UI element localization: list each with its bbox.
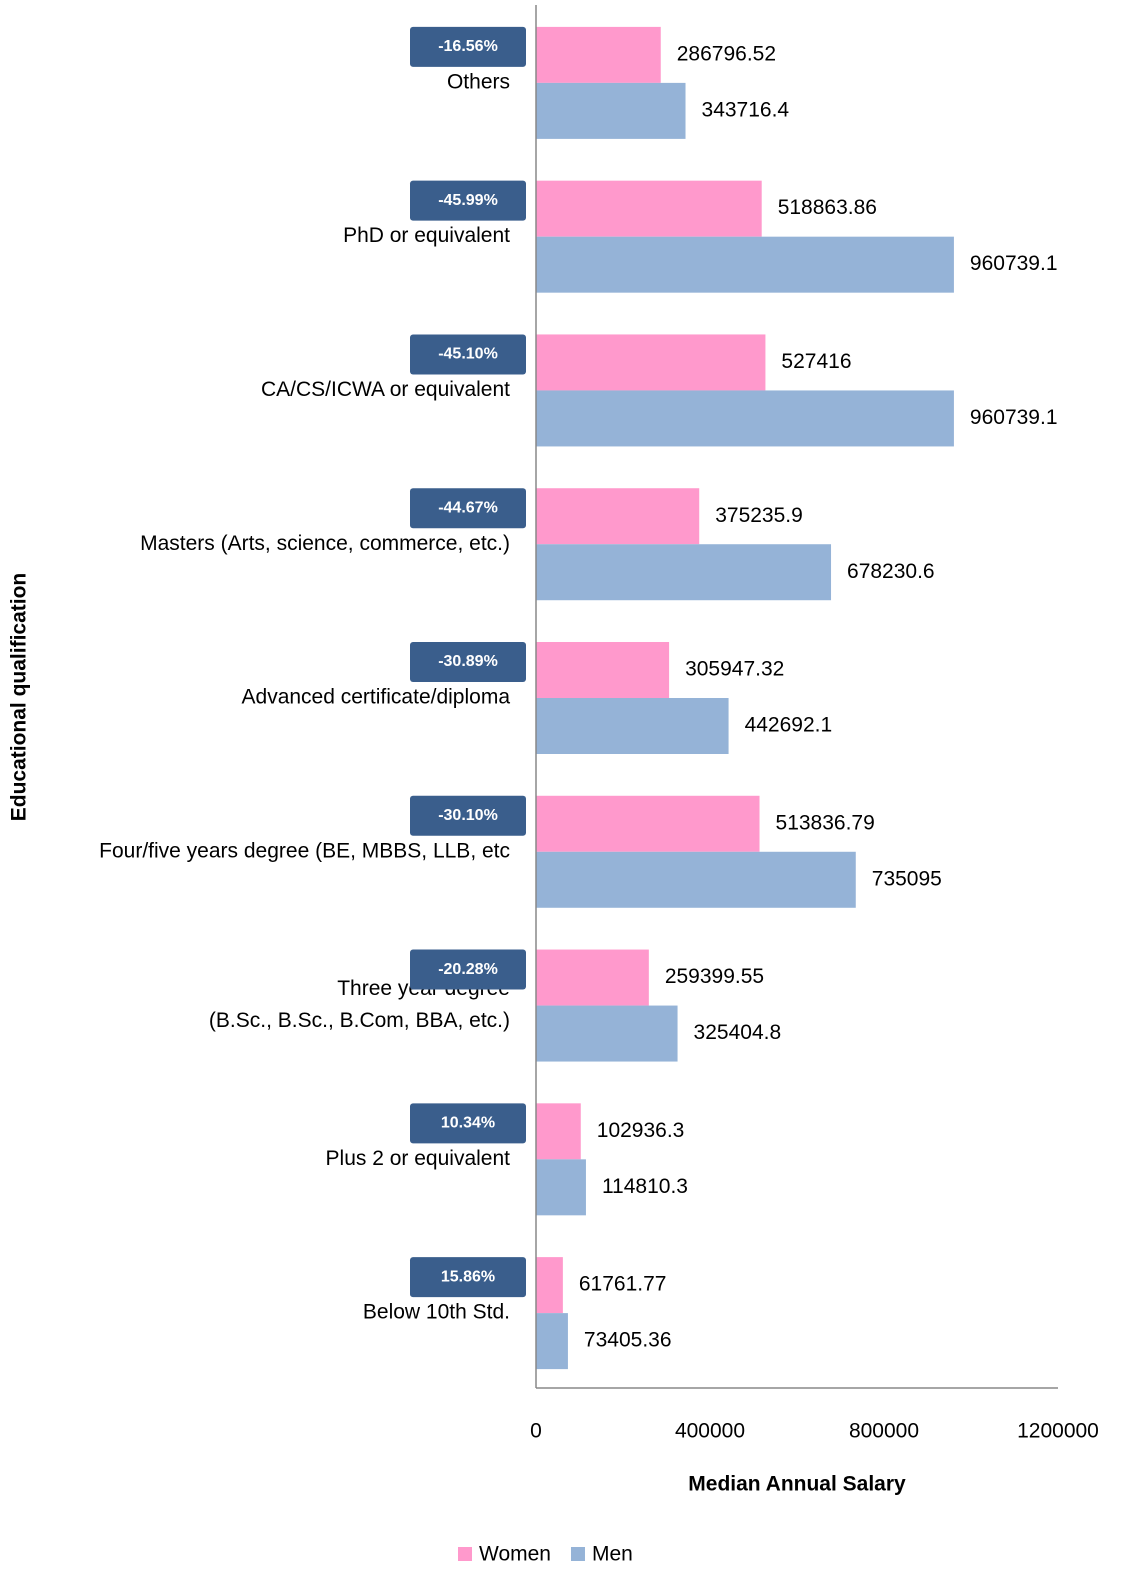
annotation-box <box>410 334 526 375</box>
y-tick-label: Masters (Arts, science, commerce, etc.) <box>140 532 510 555</box>
bar <box>536 698 729 754</box>
y-tick-label: Four/five years degree (BE, MBBS, LLB, e… <box>99 839 510 862</box>
gap-annotation: -20.28% <box>410 949 526 990</box>
legend-label: Men <box>592 1543 633 1566</box>
bar <box>536 26 661 83</box>
bar <box>536 180 762 237</box>
bar <box>536 334 766 391</box>
x-axis-title: Median Annual Salary <box>688 1473 906 1496</box>
bar <box>536 1103 581 1160</box>
gap-annotation: -44.67% <box>410 488 526 529</box>
annotation-text: -45.99% <box>438 192 498 209</box>
y-tick-label: CA/CS/ICWA or equivalent <box>261 378 510 401</box>
gap-annotation: -30.89% <box>410 642 526 682</box>
data-label: 960739.1 <box>970 406 1058 429</box>
y-tick-label: Below 10th Std. <box>363 1301 510 1324</box>
gap-annotation: -16.56% <box>410 26 526 67</box>
data-label: 513836.79 <box>776 811 875 834</box>
bar <box>536 544 832 601</box>
y-tick-label: (B.Sc., B.Sc., B.Com, BBA, etc.) <box>209 1009 510 1032</box>
y-tick-label: Plus 2 or equivalent <box>326 1147 511 1170</box>
data-label: 678230.6 <box>847 560 935 583</box>
annotation-text: -44.67% <box>438 499 498 516</box>
annotation-box <box>410 180 526 221</box>
data-label: 375235.9 <box>715 504 803 527</box>
bar <box>536 1257 563 1314</box>
annotation-text: -16.56% <box>438 38 498 55</box>
bar <box>536 949 649 1006</box>
bar <box>536 1313 568 1370</box>
annotation-text: -30.89% <box>438 653 498 670</box>
bar <box>536 488 700 545</box>
annotation-box <box>410 1257 526 1298</box>
gap-annotation: -30.10% <box>410 795 526 836</box>
annotation-box <box>410 795 526 836</box>
x-tick-label: 800000 <box>849 1420 919 1443</box>
bar <box>536 795 760 852</box>
y-tick-label: Others <box>447 70 510 93</box>
x-tick-label: 1200000 <box>1017 1420 1099 1443</box>
data-label: 735095 <box>872 867 942 890</box>
data-label: 325404.8 <box>694 1021 782 1044</box>
data-label: 286796.52 <box>677 42 776 65</box>
annotation-box <box>410 949 526 990</box>
data-label: 259399.55 <box>665 965 764 988</box>
annotation-box <box>410 1103 526 1144</box>
data-label: 61761.77 <box>579 1273 667 1296</box>
annotation-box <box>410 488 526 529</box>
gap-annotation: 15.86% <box>410 1257 526 1298</box>
x-tick-label: 400000 <box>675 1420 745 1443</box>
y-axis-title: Educational qualification <box>8 573 31 822</box>
data-label: 114810.3 <box>602 1175 688 1198</box>
data-label: 527416 <box>781 350 851 373</box>
legend-label: Women <box>479 1543 551 1566</box>
annotation-text: -30.10% <box>438 807 498 824</box>
data-label: 518863.86 <box>778 196 877 219</box>
annotation-text: 10.34% <box>441 1115 495 1132</box>
gap-annotation: -45.10% <box>410 334 526 375</box>
data-label: 305947.32 <box>685 658 784 681</box>
bar <box>536 390 954 447</box>
annotation-box <box>410 26 526 67</box>
legend-swatch <box>458 1547 472 1561</box>
gap-annotation: 10.34% <box>410 1103 526 1144</box>
annotation-text: -20.28% <box>438 961 498 978</box>
bar <box>536 642 670 698</box>
y-tick-label: PhD or equivalent <box>343 224 510 247</box>
data-label: 73405.36 <box>584 1329 672 1352</box>
bar <box>536 851 856 908</box>
data-label: 442692.1 <box>745 714 833 737</box>
y-tick-label: Advanced certificate/diploma <box>242 686 511 709</box>
annotation-text: -45.10% <box>438 346 498 363</box>
annotation-box <box>410 642 526 682</box>
data-label: 960739.1 <box>970 252 1058 275</box>
bar <box>536 236 954 293</box>
data-label: 343716.4 <box>702 98 790 121</box>
data-label: 102936.3 <box>597 1119 685 1142</box>
bar <box>536 1159 586 1216</box>
bar <box>536 1005 678 1062</box>
gap-annotation: -45.99% <box>410 180 526 221</box>
x-tick-label: 0 <box>530 1420 542 1443</box>
legend-swatch <box>570 1547 585 1561</box>
annotation-text: 15.86% <box>441 1268 495 1285</box>
bar <box>536 82 686 139</box>
